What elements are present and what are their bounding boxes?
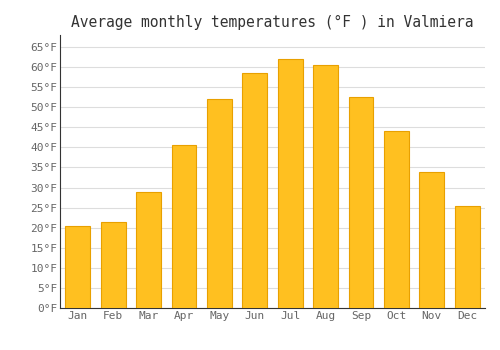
Bar	[136, 191, 161, 308]
Bar	[172, 145, 196, 308]
Bar	[455, 206, 479, 308]
Title: Average monthly temperatures (°F ) in Valmiera: Average monthly temperatures (°F ) in Va…	[72, 15, 474, 30]
Bar	[313, 65, 338, 308]
Bar	[207, 99, 232, 308]
Bar	[242, 73, 267, 308]
Bar	[384, 131, 409, 308]
Bar	[420, 172, 444, 308]
Bar	[278, 59, 302, 308]
Bar	[348, 97, 374, 308]
Bar	[100, 222, 126, 308]
Bar	[66, 226, 90, 308]
